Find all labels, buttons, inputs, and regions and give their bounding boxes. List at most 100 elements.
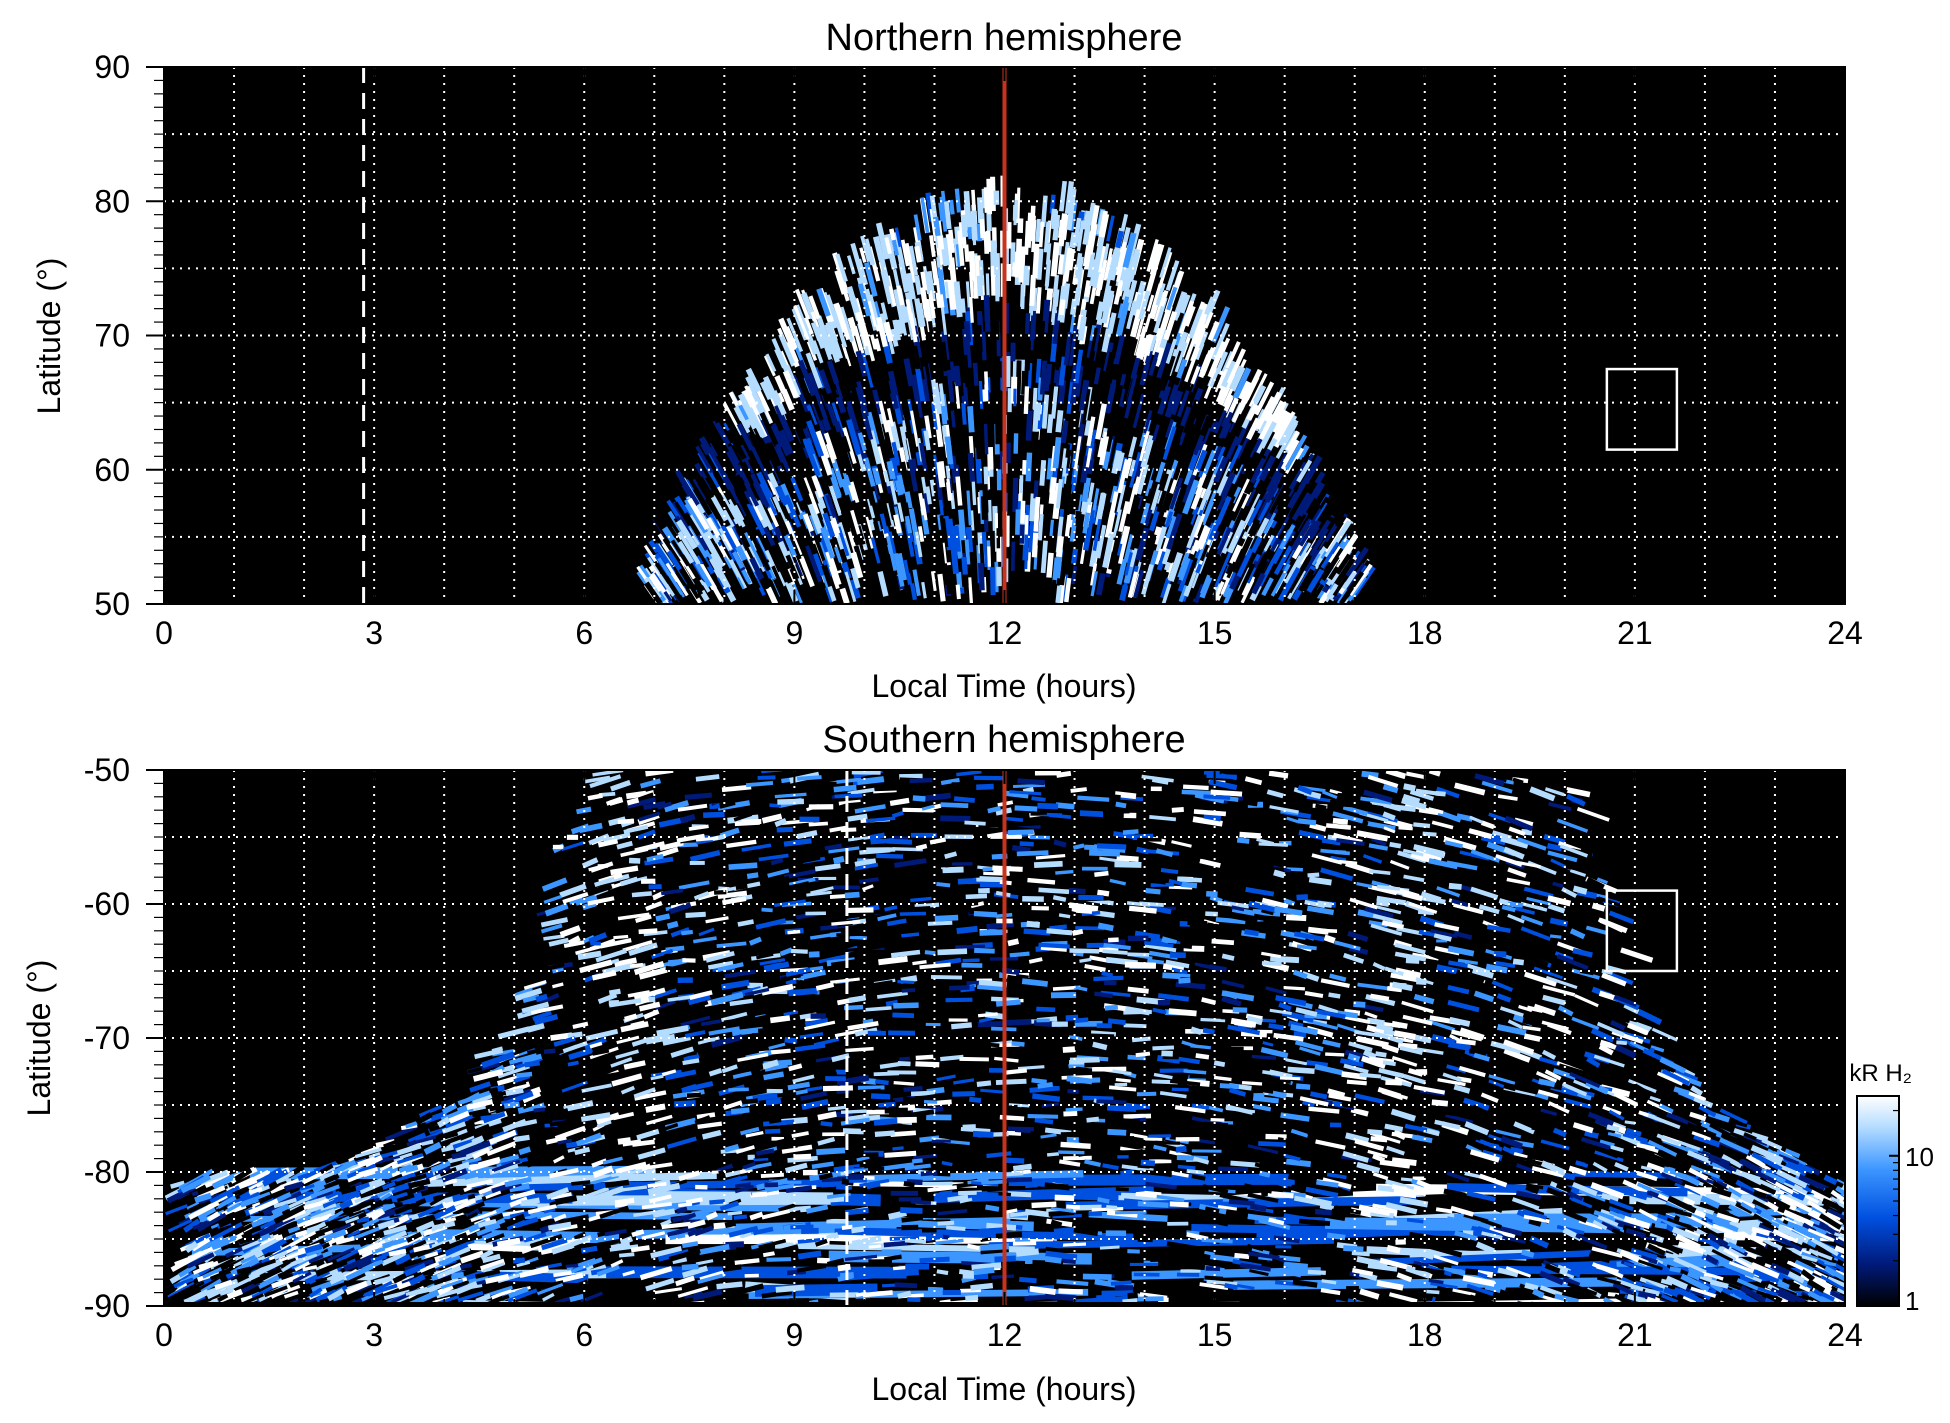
north-emission-stroke <box>825 402 838 427</box>
north-emission-stroke <box>1123 457 1133 479</box>
north-emission-stroke <box>785 554 800 580</box>
south-emission-stroke <box>893 835 909 841</box>
south-emission-stroke <box>759 958 786 966</box>
south-emission-stroke <box>1381 920 1405 930</box>
south-emission-stroke <box>1208 964 1227 973</box>
north-emission-stroke <box>830 457 845 488</box>
north-emission-stroke <box>1065 357 1071 376</box>
north-emission-stroke <box>1046 458 1055 480</box>
south-emission-stroke <box>986 1222 1017 1231</box>
north-emission-stroke <box>1115 230 1125 249</box>
south-emission-stroke <box>876 853 904 859</box>
south-emission-stroke <box>901 932 920 938</box>
north-emission-stroke <box>1119 584 1129 602</box>
south-emission-stroke <box>1012 783 1046 788</box>
south-emission-stroke <box>683 1052 700 1064</box>
north-emission-stroke <box>1028 379 1034 411</box>
south-emission-stroke <box>466 1275 489 1286</box>
south-emission-stroke <box>1168 885 1193 890</box>
south-emission-stroke <box>1209 1099 1226 1109</box>
south-emission-stroke <box>1503 1048 1531 1063</box>
south-emission-stroke <box>571 1061 596 1070</box>
south-emission-stroke <box>1390 1108 1416 1122</box>
north-emission-stroke <box>1055 478 1063 509</box>
north-emission-stroke <box>889 480 898 505</box>
north-emission-stroke <box>1218 411 1234 439</box>
south-emission-stroke <box>622 1270 635 1277</box>
north-emission-stroke <box>1161 583 1172 604</box>
south-emission-stroke <box>480 1114 495 1121</box>
north-emission-stroke <box>922 265 931 295</box>
north-emission-stroke <box>975 331 983 363</box>
north-emission-stroke <box>1026 212 1033 248</box>
south-emission-stroke <box>497 1064 530 1079</box>
north-emission-stroke <box>1215 495 1232 526</box>
north-emission-stroke <box>941 518 949 548</box>
south-emission-stroke <box>677 803 708 812</box>
south-emission-stroke <box>1196 954 1214 962</box>
north-emission-stroke <box>886 460 896 480</box>
north-emission-stroke <box>1217 368 1230 390</box>
north-emission-stroke <box>772 422 789 456</box>
north-emission-stroke <box>1059 180 1068 212</box>
north-emission-stroke <box>747 502 768 536</box>
north-emission-stroke <box>727 445 740 465</box>
north-emission-stroke <box>1156 342 1172 379</box>
north-emission-stroke <box>976 275 983 297</box>
north-emission-stroke <box>943 237 950 266</box>
south-emission-stroke <box>1437 1078 1466 1087</box>
north-emission-stroke <box>819 369 832 395</box>
north-emission-stroke <box>1039 360 1048 395</box>
north-emission-stroke <box>1046 414 1054 434</box>
north-emission-stroke <box>1158 472 1169 492</box>
south-emission-stroke <box>884 905 898 912</box>
north-emission-stroke <box>1073 287 1081 306</box>
south-emission-stroke <box>1307 1269 1326 1276</box>
south-emission-stroke <box>1385 1179 1415 1191</box>
north-emission-stroke <box>1210 322 1230 361</box>
north-emission-stroke <box>1202 501 1215 526</box>
north-emission-stroke <box>1240 451 1258 483</box>
south-emission-stroke <box>706 1065 723 1072</box>
south-emission-stroke <box>1443 1266 1463 1276</box>
south-emission-stroke <box>1399 1196 1429 1208</box>
south-emission-stroke <box>700 1019 721 1027</box>
south-emission-stroke <box>1034 1264 1052 1272</box>
south-emission-stroke <box>1372 961 1386 971</box>
north-emission-stroke <box>1183 569 1198 597</box>
north-emission-stroke <box>884 237 892 255</box>
north-emission-stroke <box>924 415 932 439</box>
south-emission-stroke <box>1491 980 1514 992</box>
south-emission-stroke <box>1680 1273 1710 1293</box>
south-emission-stroke <box>1584 1130 1599 1139</box>
north-emission-stroke <box>864 238 876 266</box>
north-emission-stroke <box>841 435 851 453</box>
south-emission-stroke <box>1009 951 1030 958</box>
north-emission-stroke <box>1262 391 1282 422</box>
south-emission-stroke <box>806 890 832 897</box>
north-emission-stroke <box>921 476 927 494</box>
north-emission-stroke <box>875 316 888 348</box>
north-emission-stroke <box>853 473 864 492</box>
south-emission-stroke <box>927 1286 944 1292</box>
north-emission-stroke <box>981 531 988 568</box>
south-emission-stroke <box>1480 820 1495 830</box>
north-emission-stroke <box>774 375 787 394</box>
north-emission-stroke <box>1038 320 1046 351</box>
north-emission-stroke <box>929 479 936 497</box>
north-emission-stroke <box>843 358 853 380</box>
south-emission-stroke <box>1347 1053 1361 1063</box>
north-emission-stroke <box>713 471 735 505</box>
north-emission-stroke <box>831 402 844 432</box>
south-emission-stroke <box>1495 1129 1522 1139</box>
south-emission-stroke <box>635 914 652 923</box>
north-emission-stroke <box>1332 574 1349 597</box>
north-emission-stroke <box>1231 536 1254 574</box>
north-emission-stroke <box>1097 467 1105 484</box>
south-emission-stroke <box>1293 1031 1307 1038</box>
north-emission-stroke <box>1152 424 1160 441</box>
south-emission-stroke <box>1089 1221 1112 1230</box>
south-emission-stroke <box>723 1175 742 1185</box>
south-emission-stroke <box>1213 1075 1232 1082</box>
north-emission-stroke <box>1113 281 1124 305</box>
